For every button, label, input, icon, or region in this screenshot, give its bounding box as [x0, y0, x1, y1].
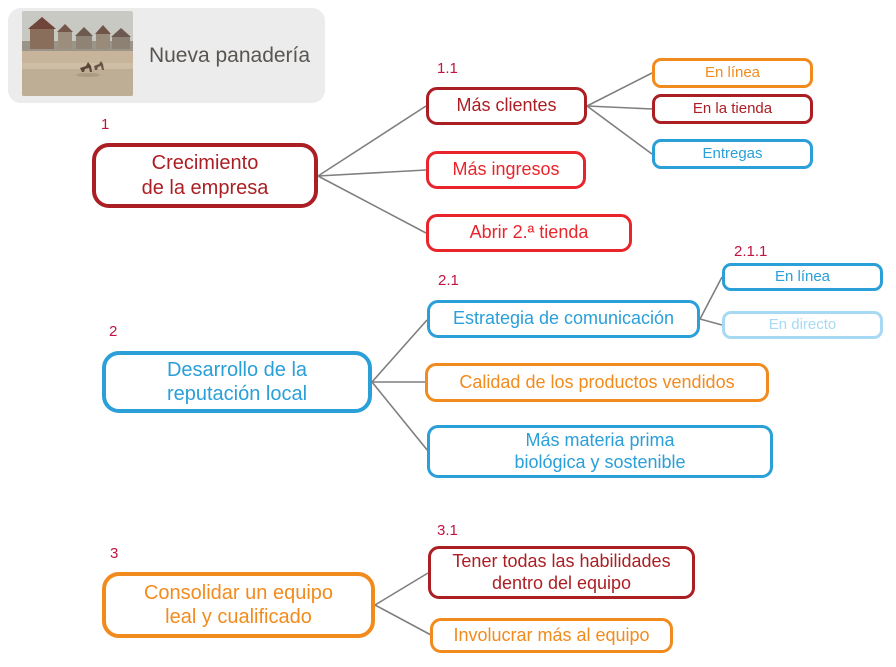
topic-photo	[22, 11, 133, 96]
node-number-3-1: 3.1	[437, 522, 458, 539]
node-en-directo[interactable]: En directo	[722, 311, 883, 339]
node-number-1-1: 1.1	[437, 60, 458, 77]
node-entregas[interactable]: Entregas	[652, 139, 813, 169]
node-materia-prima[interactable]: Más materia prima biológica y sostenible	[427, 425, 773, 478]
node-number-1: 1	[101, 116, 110, 133]
central-topic-title: Nueva panadería	[148, 43, 311, 67]
node-involucrar-equipo[interactable]: Involucrar más al equipo	[430, 618, 673, 653]
central-topic-card[interactable]: Nueva panadería	[8, 8, 325, 103]
node-abrir-segunda-tienda[interactable]: Abrir 2.ª tienda	[426, 214, 632, 252]
node-mas-ingresos[interactable]: Más ingresos	[426, 151, 586, 189]
node-en-linea-2[interactable]: En línea	[722, 263, 883, 291]
node-number-2: 2	[109, 323, 118, 340]
node-number-3: 3	[110, 545, 119, 562]
node-number-2-1-1: 2.1.1	[734, 243, 768, 260]
node-calidad-productos[interactable]: Calidad de los productos vendidos	[425, 363, 769, 402]
node-en-la-tienda[interactable]: En la tienda	[652, 94, 813, 124]
node-en-linea-1[interactable]: En línea	[652, 58, 813, 88]
node-desarrollo-reputacion[interactable]: Desarrollo de la reputación local	[102, 351, 372, 413]
node-crecimiento-empresa[interactable]: Crecimiento de la empresa	[92, 143, 318, 208]
node-number-2-1: 2.1	[438, 272, 459, 289]
node-habilidades-equipo[interactable]: Tener todas las habilidades dentro del e…	[428, 546, 695, 599]
node-consolidar-equipo[interactable]: Consolidar un equipo leal y cualificado	[102, 572, 375, 638]
node-estrategia-comunicacion[interactable]: Estrategia de comunicación	[427, 300, 700, 338]
node-mas-clientes[interactable]: Más clientes	[426, 87, 587, 125]
beach-village-illustration	[22, 11, 133, 96]
